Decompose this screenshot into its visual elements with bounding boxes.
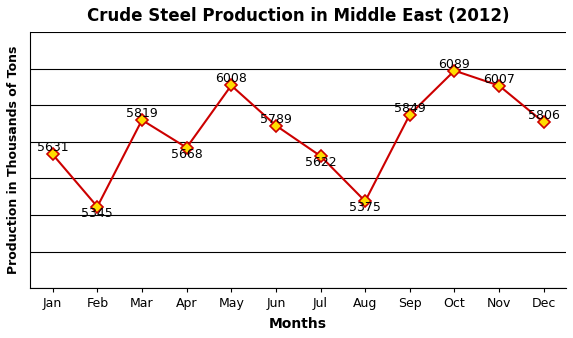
X-axis label: Months: Months: [269, 317, 327, 331]
Text: 5789: 5789: [260, 113, 292, 125]
Title: Crude Steel Production in Middle East (2012): Crude Steel Production in Middle East (2…: [87, 7, 509, 25]
Text: 5819: 5819: [126, 107, 158, 120]
Text: 5668: 5668: [171, 148, 202, 161]
Text: 5806: 5806: [528, 110, 560, 122]
Text: 5631: 5631: [37, 141, 69, 154]
Text: 5375: 5375: [349, 201, 381, 214]
Text: 6089: 6089: [438, 58, 470, 71]
Text: 6007: 6007: [483, 73, 515, 86]
Text: 5849: 5849: [394, 101, 426, 115]
Text: 6008: 6008: [215, 72, 247, 86]
Y-axis label: Production in Thousands of Tons: Production in Thousands of Tons: [7, 46, 20, 274]
Text: 5622: 5622: [305, 156, 336, 169]
Text: 5345: 5345: [81, 207, 113, 220]
